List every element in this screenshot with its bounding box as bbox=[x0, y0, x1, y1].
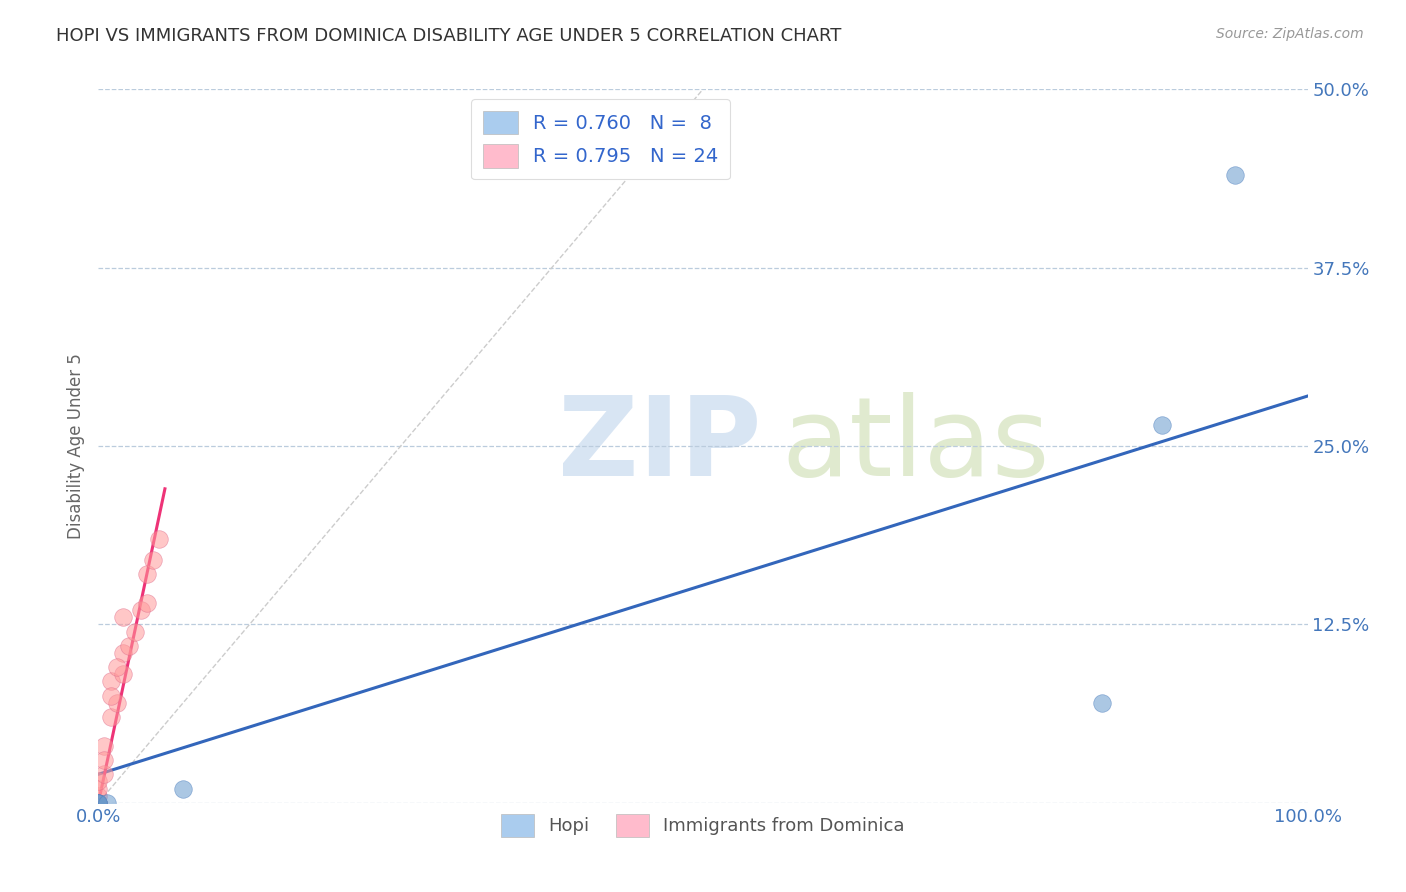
Point bbox=[1152, 417, 1174, 432]
Point bbox=[87, 796, 110, 810]
Point bbox=[105, 696, 128, 710]
Text: ZIP: ZIP bbox=[558, 392, 761, 500]
Point bbox=[105, 660, 128, 674]
Point bbox=[87, 774, 110, 789]
Text: atlas: atlas bbox=[782, 392, 1050, 500]
Point bbox=[93, 739, 115, 753]
Point bbox=[111, 610, 134, 624]
Point bbox=[100, 689, 122, 703]
Point bbox=[118, 639, 141, 653]
Point bbox=[172, 781, 194, 796]
Point bbox=[100, 674, 122, 689]
Point bbox=[87, 796, 110, 810]
Point bbox=[111, 646, 134, 660]
Y-axis label: Disability Age Under 5: Disability Age Under 5 bbox=[66, 353, 84, 539]
Text: Source: ZipAtlas.com: Source: ZipAtlas.com bbox=[1216, 27, 1364, 41]
Point bbox=[87, 781, 110, 796]
Point bbox=[96, 796, 118, 810]
Point bbox=[142, 553, 165, 567]
Point bbox=[93, 753, 115, 767]
Point bbox=[87, 789, 110, 803]
Point bbox=[135, 596, 157, 610]
Point bbox=[148, 532, 170, 546]
Point bbox=[1091, 696, 1114, 710]
Point bbox=[87, 796, 110, 810]
Point bbox=[87, 796, 110, 810]
Point bbox=[129, 603, 152, 617]
Point bbox=[111, 667, 134, 681]
Point bbox=[124, 624, 146, 639]
Point bbox=[1223, 168, 1246, 182]
Point bbox=[87, 796, 110, 810]
Legend: Hopi, Immigrants from Dominica: Hopi, Immigrants from Dominica bbox=[494, 807, 912, 844]
Point bbox=[135, 567, 157, 582]
Point bbox=[87, 796, 110, 810]
Point bbox=[100, 710, 122, 724]
Point bbox=[93, 767, 115, 781]
Text: HOPI VS IMMIGRANTS FROM DOMINICA DISABILITY AGE UNDER 5 CORRELATION CHART: HOPI VS IMMIGRANTS FROM DOMINICA DISABIL… bbox=[56, 27, 842, 45]
